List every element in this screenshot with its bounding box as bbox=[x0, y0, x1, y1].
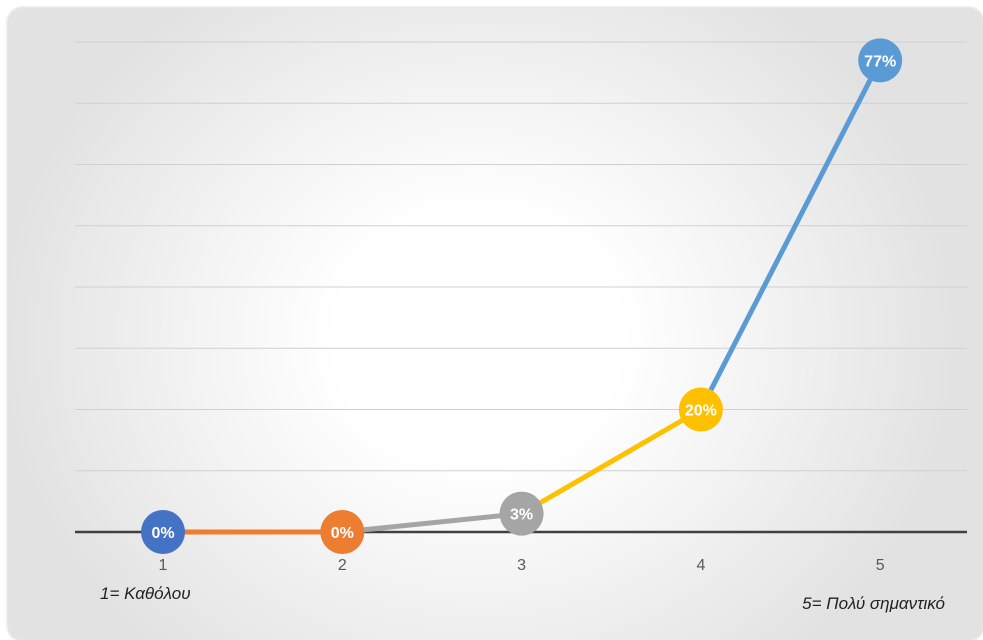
x-tick-label: 3 bbox=[517, 557, 526, 574]
data-label: 77% bbox=[864, 53, 896, 70]
line-segment bbox=[519, 407, 704, 517]
x-tick-label: 2 bbox=[338, 557, 347, 574]
gridlines bbox=[75, 41, 967, 472]
data-point-marker bbox=[499, 491, 544, 536]
x-tick-label: 1 bbox=[159, 557, 168, 574]
data-points: 0% 0% 3% 20% 77% bbox=[141, 38, 903, 554]
x-tick-labels: 1 2 3 4 5 bbox=[159, 557, 885, 574]
data-point: 3% bbox=[499, 491, 544, 536]
line-segment bbox=[339, 511, 525, 535]
data-point-marker bbox=[141, 510, 185, 554]
data-point-marker bbox=[858, 38, 903, 83]
x-tick-label: 4 bbox=[696, 557, 705, 574]
scale-note-high: 5= Πολύ σημαντικό bbox=[802, 594, 945, 613]
data-point-marker bbox=[678, 387, 723, 432]
data-label: 0% bbox=[151, 525, 174, 542]
series-line bbox=[160, 57, 883, 535]
line-segment bbox=[698, 57, 883, 412]
data-point: 0% bbox=[141, 510, 185, 554]
data-point-marker bbox=[320, 510, 365, 554]
data-point: 0% bbox=[320, 510, 365, 554]
data-label: 3% bbox=[510, 507, 533, 524]
scale-note-low: 1= Καθόλου bbox=[100, 584, 191, 603]
data-label: 0% bbox=[331, 525, 354, 542]
data-point: 77% bbox=[858, 38, 903, 83]
data-label: 20% bbox=[685, 403, 717, 420]
data-point: 20% bbox=[678, 387, 723, 432]
x-tick-label: 5 bbox=[876, 557, 885, 574]
